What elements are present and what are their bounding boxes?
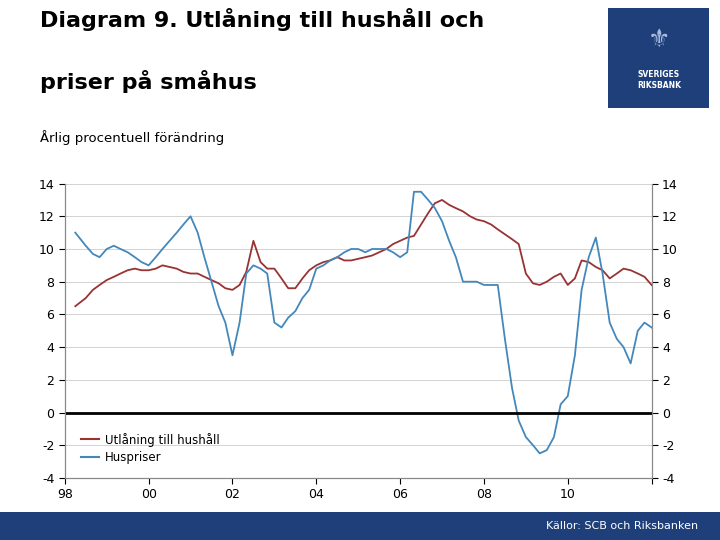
Text: Källor: SCB och Riksbanken: Källor: SCB och Riksbanken — [546, 521, 698, 531]
Legend: Utlåning till hushåll, Huspriser: Utlåning till hushåll, Huspriser — [76, 428, 225, 469]
Text: ⚜: ⚜ — [647, 28, 670, 52]
Text: SVERIGES
RIKSBANK: SVERIGES RIKSBANK — [636, 70, 681, 90]
Text: Årlig procentuell förändring: Årlig procentuell förändring — [40, 130, 224, 145]
Text: priser på småhus: priser på småhus — [40, 70, 256, 93]
Text: Diagram 9. Utlåning till hushåll och: Diagram 9. Utlåning till hushåll och — [40, 8, 484, 31]
